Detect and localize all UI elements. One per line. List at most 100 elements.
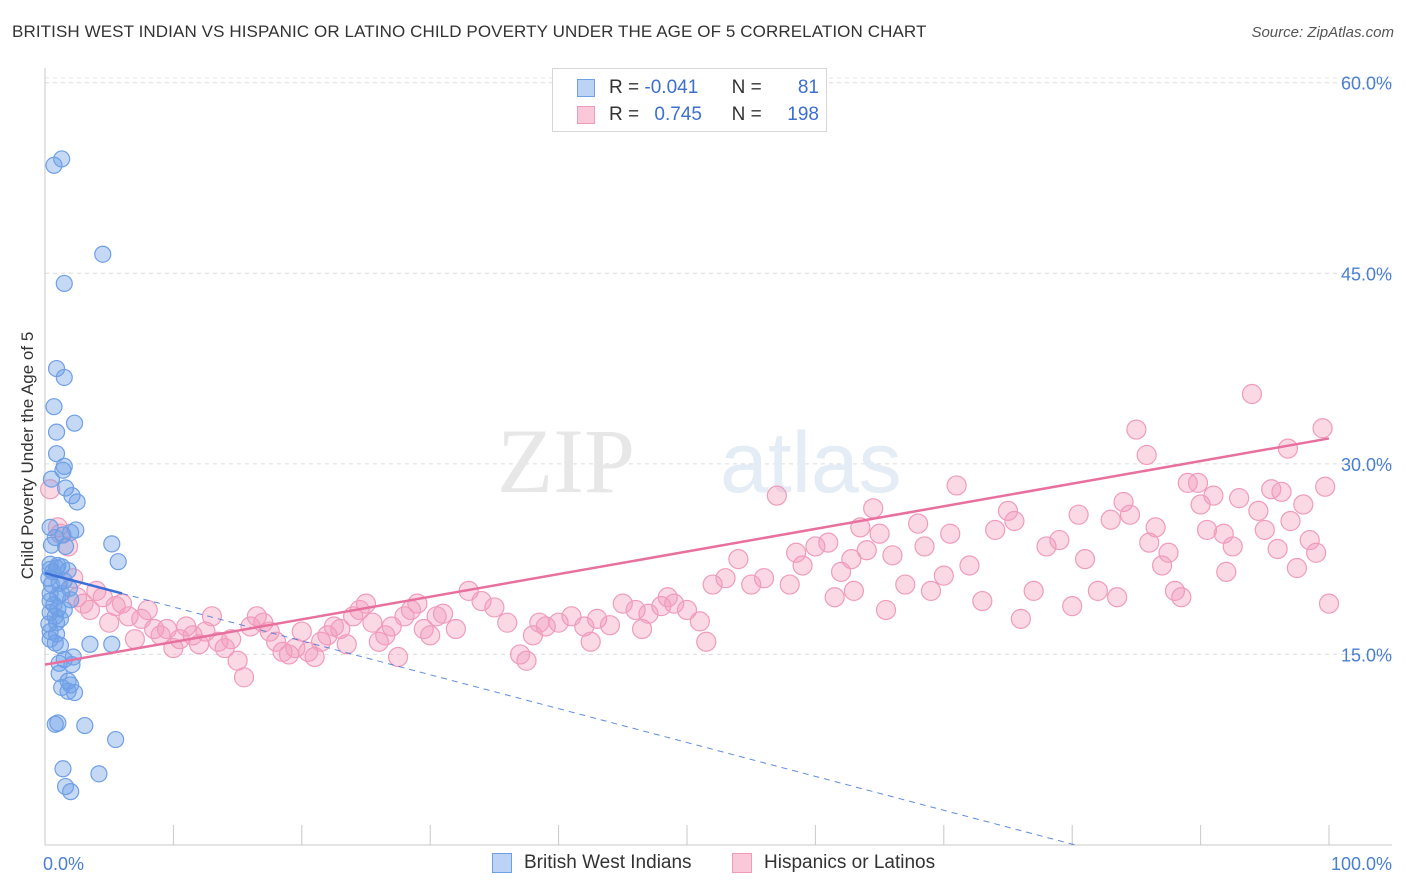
- data-point-hispanic: [137, 599, 158, 621]
- bottom-legend-label-bwi: British West Indians: [524, 852, 692, 873]
- data-point-hispanic: [516, 650, 537, 671]
- data-point-hispanic: [574, 616, 595, 637]
- data-point-hispanic: [548, 612, 569, 633]
- data-point-hispanic: [882, 545, 903, 566]
- data-point-hispanic: [58, 536, 79, 557]
- data-point-hispanic: [1113, 491, 1134, 513]
- data-point-hispanic: [1139, 532, 1160, 553]
- data-point-hispanic: [1318, 593, 1340, 614]
- watermark-atlas: atlas: [720, 415, 902, 511]
- data-point-hispanic: [843, 580, 865, 602]
- legend-r-value: 0.745: [654, 104, 702, 125]
- data-point-bwi: [56, 777, 75, 796]
- data-point-bwi: [42, 470, 61, 488]
- legend-n-label: N =: [731, 77, 762, 98]
- data-point-bwi: [42, 536, 61, 554]
- data-point-hispanic: [1306, 542, 1327, 563]
- data-point-bwi: [90, 765, 108, 783]
- data-point-hispanic: [664, 593, 685, 614]
- data-point-bwi: [53, 150, 71, 168]
- data-point-bwi: [51, 636, 70, 655]
- data-point-hispanic: [1216, 561, 1237, 582]
- data-point-hispanic: [689, 611, 710, 632]
- data-point-hispanic: [856, 540, 877, 561]
- bottom-legend-swatch-hispanic: [732, 853, 752, 873]
- data-point-hispanic: [933, 565, 954, 586]
- data-point-hispanic: [625, 599, 646, 621]
- legend-r-label: R =: [609, 77, 640, 98]
- source-credit: Source: ZipAtlas.com: [1251, 24, 1394, 41]
- data-point-hispanic: [1312, 418, 1333, 439]
- data-point-hispanic: [1004, 510, 1025, 532]
- data-point-hispanic: [946, 475, 967, 496]
- watermark: ZIP atlas: [497, 410, 902, 512]
- data-point-hispanic: [792, 555, 813, 576]
- data-point-hispanic: [1248, 500, 1269, 521]
- bottom-legend-swatch-bwi: [492, 853, 512, 873]
- data-point-hispanic: [497, 612, 518, 633]
- data-point-hispanic: [1277, 438, 1299, 459]
- data-point-bwi: [46, 715, 64, 733]
- data-point-hispanic: [696, 631, 717, 652]
- series-hispanics-points: [40, 383, 1340, 688]
- data-point-hispanic: [985, 519, 1006, 541]
- data-point-hispanic: [1062, 596, 1083, 617]
- data-point-bwi: [56, 537, 75, 556]
- data-point-hispanic: [631, 618, 653, 640]
- series-bwi-points: [40, 150, 127, 801]
- data-point-hispanic: [766, 485, 787, 506]
- data-point-bwi: [103, 635, 121, 653]
- data-point-hispanic: [908, 513, 929, 534]
- data-point-hispanic: [587, 608, 608, 629]
- data-point-bwi: [47, 423, 66, 441]
- data-point-hispanic: [940, 523, 961, 544]
- data-point-hispanic: [362, 612, 383, 633]
- data-point-hispanic: [432, 603, 454, 624]
- data-point-hispanic: [1107, 587, 1128, 608]
- data-point-hispanic: [702, 574, 723, 595]
- data-point-hispanic: [1299, 529, 1320, 551]
- data-point-hispanic: [914, 536, 935, 557]
- data-point-bwi: [109, 553, 127, 571]
- data-point-hispanic: [1049, 529, 1070, 551]
- data-point-hispanic: [715, 568, 736, 589]
- data-point-hispanic: [1177, 472, 1198, 494]
- data-point-hispanic: [1126, 419, 1147, 440]
- data-point-hispanic: [895, 574, 916, 595]
- data-point-bwi: [45, 398, 63, 416]
- data-point-bwi: [94, 245, 112, 263]
- data-point-hispanic: [388, 646, 409, 668]
- data-point-hispanic: [1068, 504, 1089, 525]
- data-point-bwi: [62, 591, 80, 609]
- data-point-hispanic: [118, 606, 139, 627]
- data-point-hispanic: [676, 599, 698, 621]
- y-tick-label: 60.0%: [1341, 74, 1392, 94]
- data-point-hispanic: [111, 593, 133, 614]
- data-point-hispanic: [291, 621, 312, 642]
- legend-n-label: N =: [731, 104, 762, 125]
- data-point-hispanic: [1196, 519, 1218, 541]
- data-point-bwi: [55, 601, 73, 619]
- data-point-bwi: [54, 461, 72, 479]
- data-point-hispanic: [1286, 557, 1308, 579]
- data-point-bwi: [55, 274, 73, 293]
- data-point-hispanic: [1036, 536, 1057, 557]
- data-point-hispanic: [1158, 542, 1179, 563]
- data-point-hispanic: [471, 590, 492, 612]
- trend-line-bwi: [44, 571, 123, 595]
- data-point-hispanic: [920, 580, 942, 602]
- legend-r-label: R =: [609, 104, 640, 125]
- data-point-hispanic: [330, 618, 351, 640]
- data-point-hispanic: [1023, 580, 1044, 602]
- data-point-hispanic: [786, 542, 807, 563]
- x-tick-label: 100.0%: [1331, 854, 1392, 874]
- data-point-hispanic: [972, 590, 993, 612]
- legend-swatch-bwi: [577, 79, 595, 97]
- data-point-bwi: [103, 535, 121, 553]
- data-point-hispanic: [1271, 481, 1292, 502]
- data-point-bwi: [55, 368, 73, 387]
- trend-line-bwi-extension: [121, 592, 1076, 846]
- data-point-hispanic: [997, 500, 1019, 521]
- data-point-bwi: [68, 493, 86, 511]
- data-point-hispanic: [1315, 476, 1336, 497]
